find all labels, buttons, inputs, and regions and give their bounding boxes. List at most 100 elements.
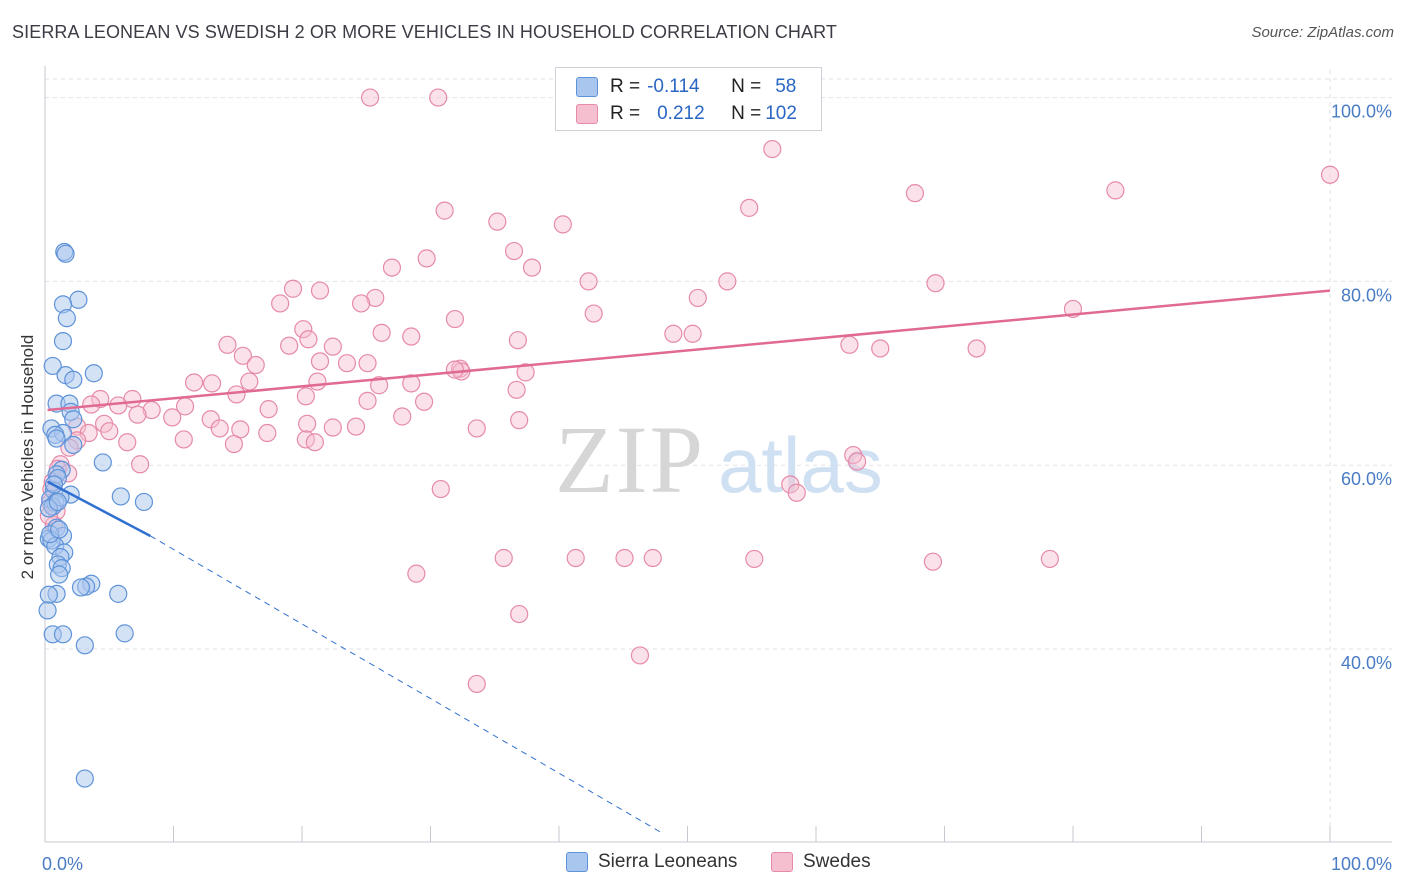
- swedes-point-62: [109, 396, 128, 415]
- swedes-point-57: [358, 391, 377, 410]
- sierra-leoneans-point-2: [69, 290, 88, 309]
- swedes-points: [39, 88, 1340, 694]
- sierra-leoneans-point-6: [43, 356, 62, 376]
- grid-lines: [45, 70, 1392, 842]
- swedes-point-72: [346, 417, 366, 436]
- legend-n-label: N =: [731, 76, 762, 97]
- x-tick-label-min: 0.0%: [42, 854, 83, 874]
- swedes-point-7: [435, 201, 454, 220]
- source-label: Source: ZipAtlas.com: [1251, 24, 1394, 41]
- swedes-point-31: [508, 331, 527, 350]
- sierra-leoneans-point-50: [53, 625, 73, 644]
- sierra-leoneans-point-54: [48, 492, 67, 512]
- swedes-point-106: [510, 604, 529, 624]
- legend-r-label: R =: [610, 103, 641, 124]
- y-tick-label-100: 100.0%: [1331, 102, 1392, 122]
- y-axis-title: 2 or more Vehicles in Household: [18, 335, 37, 580]
- swedes-point-101: [643, 548, 662, 568]
- legend-swatch-pink: [576, 104, 598, 124]
- sierra-leoneans-point-53: [75, 769, 94, 788]
- swedes-point-21: [271, 294, 290, 313]
- swedes-point-47: [184, 373, 204, 392]
- sierra-leoneans-point-9: [64, 370, 83, 389]
- legend-row-swedes: R = 0.212 N = 102: [576, 101, 797, 127]
- swedes-point-99: [566, 548, 585, 568]
- swedes-point-52: [445, 360, 465, 379]
- sierra-leoneans-point-45: [109, 584, 128, 603]
- sierra-leoneans-trend-extension: [150, 535, 663, 834]
- sierra-leoneans-trend-line: [46, 480, 151, 538]
- sierra-leoneans-point-56: [50, 520, 69, 539]
- swedes-point-29: [372, 323, 391, 342]
- chart-title: SIERRA LEONEAN VS SWEDISH 2 OR MORE VEHI…: [12, 22, 837, 42]
- legend-n-value: 58: [775, 76, 797, 97]
- swedes-point-14: [579, 272, 598, 291]
- sierra-leoneans-point-47: [39, 585, 58, 604]
- swedes-point-109: [848, 452, 867, 471]
- swedes-point-20: [688, 288, 707, 308]
- swedes-point-37: [871, 339, 890, 358]
- swedes-point-65: [259, 400, 278, 419]
- swedes-point-36: [840, 335, 859, 354]
- swedes-point-11: [417, 249, 436, 268]
- legend-n-value: 102: [765, 103, 797, 124]
- swedes-point-40: [310, 352, 330, 371]
- swedes-point-8: [488, 212, 507, 231]
- swedes-point-46: [516, 363, 535, 382]
- swedes-point-104: [1040, 549, 1059, 569]
- swedes-point-27: [664, 324, 683, 343]
- swedes-point-39: [233, 346, 252, 365]
- swedes-point-19: [366, 288, 385, 308]
- swedes-point-24: [584, 304, 603, 323]
- sierra-leoneans-point-7: [84, 364, 103, 383]
- sierra-leoneans-point-40: [111, 487, 130, 506]
- swedes-point-43: [246, 355, 265, 375]
- series-label-sierra-leoneans: Sierra Leoneans: [598, 851, 738, 872]
- swedes-point-84: [224, 434, 243, 454]
- sierra-leoneans-point-44: [71, 578, 91, 597]
- legend-row-sierra-leoneans: R = -0.114 N = 58: [576, 74, 796, 100]
- swedes-point-9: [553, 215, 572, 234]
- swedes-point-22: [352, 294, 371, 313]
- legend-r-label: R =: [610, 76, 641, 97]
- swedes-point-102: [745, 549, 764, 569]
- swedes-point-12: [382, 258, 402, 277]
- sierra-leoneans-points: [38, 242, 154, 788]
- sierra-leoneans-point-4: [57, 309, 76, 328]
- swedes-point-108: [467, 674, 486, 694]
- legend-r-value: 0.212: [657, 103, 705, 124]
- swedes-point-69: [298, 414, 317, 433]
- swedes-trend-line: [47, 289, 1331, 412]
- swedes-point-3: [1320, 165, 1340, 184]
- swedes-point-6: [1106, 181, 1125, 200]
- swedes-point-75: [258, 423, 277, 443]
- swedes-point-50: [308, 372, 327, 391]
- sierra-leoneans-point-5: [53, 332, 73, 351]
- swedes-point-59: [91, 389, 110, 409]
- sierra-leoneans-point-13: [64, 410, 83, 429]
- correlation-legend: R = -0.114 N = 58 R = 0.212 N = 102: [555, 67, 822, 131]
- swedes-point-107: [630, 646, 650, 665]
- swedes-point-26: [683, 324, 702, 343]
- series-legend-swedes: Swedes: [771, 851, 871, 873]
- swedes-point-70: [323, 418, 342, 437]
- swedes-point-96: [431, 479, 450, 499]
- swedes-point-16: [926, 274, 945, 293]
- legend-n-label: N =: [731, 103, 762, 124]
- swedes-point-32: [402, 327, 421, 346]
- swedes-point-105: [407, 564, 426, 583]
- swedes-point-5: [905, 184, 925, 203]
- series-swatch-blue: [566, 852, 588, 872]
- y-tick-label-60: 60.0%: [1341, 469, 1392, 489]
- swedes-point-10: [504, 241, 524, 261]
- swedes-point-76: [510, 411, 529, 430]
- swedes-point-13: [522, 258, 542, 277]
- x-tick-label-max: 100.0%: [1331, 854, 1392, 874]
- swedes-point-56: [296, 387, 315, 406]
- series-legend: Sierra Leoneans Swedes: [0, 851, 1406, 879]
- swedes-point-53: [402, 374, 421, 393]
- swedes-point-111: [787, 483, 806, 502]
- swedes-point-91: [130, 455, 150, 474]
- swedes-point-66: [128, 405, 147, 424]
